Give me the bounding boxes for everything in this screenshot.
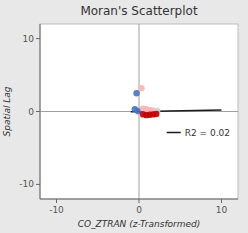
y-tick-label: -10 [19, 179, 34, 189]
scatter-point [138, 85, 144, 91]
scatter-point [153, 111, 159, 117]
x-tick [221, 199, 222, 203]
y-tick [36, 38, 40, 39]
title: Moran's Scatterplot [80, 4, 198, 18]
x-tick-label: 10 [216, 205, 228, 215]
x-tick-label: -10 [49, 205, 64, 215]
x-axis-label: CO_ZTRAN (z-Transformed) [78, 219, 201, 229]
y-axis-label: Spatial Lag [2, 86, 12, 136]
y-tick [36, 111, 40, 112]
y-tick-label: 0 [28, 107, 34, 117]
plot-area [40, 24, 238, 199]
scatter-point [133, 90, 139, 96]
x-tick [139, 199, 140, 203]
x-tick-label: 0 [136, 205, 142, 215]
plot-marks [40, 24, 238, 199]
legend-swatch [167, 132, 181, 134]
x-tick [56, 199, 57, 203]
y-tick [36, 184, 40, 185]
legend-label: R2 = 0.02 [185, 128, 230, 138]
legend-item: R2 = 0.02 [167, 128, 230, 138]
chart: -10 0 10 -10 0 10 R2 = 0.02 Moran's Scatterplot… [0, 0, 248, 233]
y-tick-label: 10 [23, 34, 35, 44]
